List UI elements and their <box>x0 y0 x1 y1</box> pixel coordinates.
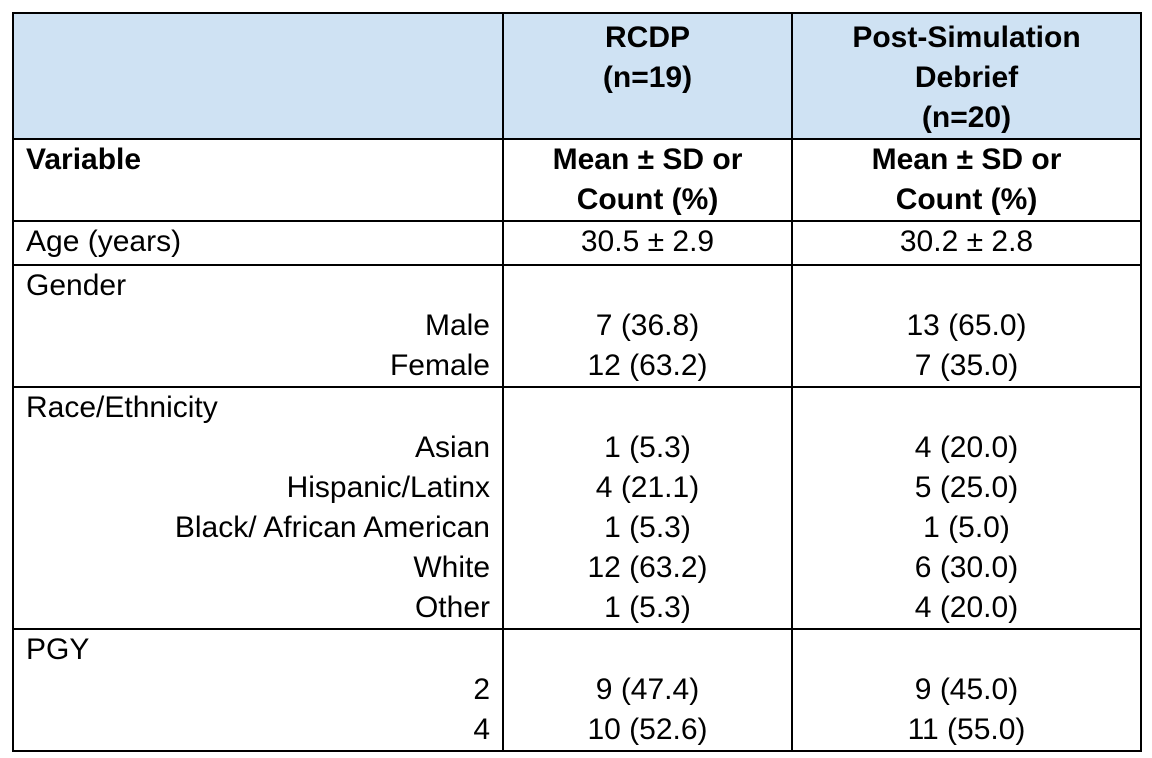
table-row-age: Age (years) 30.5 ± 2.9 30.2 ± 2.8 <box>12 220 1142 266</box>
debrief-value: 1 (5.0) <box>923 511 1010 544</box>
rcdp-value: 30.5 ± 2.9 <box>502 220 793 266</box>
pgy-debrief-values: 9 (45.0) 11 (55.0) <box>791 628 1142 752</box>
group-header-row: RCDP (n=19) Post-Simulation Debrief (n=2… <box>12 12 1142 140</box>
header-blank-cell <box>12 12 504 140</box>
section-label: Gender <box>26 269 127 302</box>
debrief-header-line: (n=20) <box>921 101 1012 134</box>
rcdp-header-line: (n=19) <box>602 61 693 94</box>
table-row-race: Race/Ethnicity Asian Hispanic/Latinx Bla… <box>12 386 1142 630</box>
pgy-labels: PGY 2 4 <box>12 628 504 752</box>
row-label: Hispanic/Latinx <box>286 471 490 504</box>
variable-header-label: Variable <box>26 143 142 176</box>
stat-header-line: Mean ± SD or <box>871 143 1062 176</box>
rcdp-value: 12 (63.2) <box>587 349 708 382</box>
row-label: White <box>413 551 490 584</box>
rcdp-value: 1 (5.3) <box>604 431 691 464</box>
debrief-value: 4 (20.0) <box>914 591 1019 624</box>
rcdp-value: 9 (47.4) <box>595 673 700 706</box>
debrief-group-header: Post-Simulation Debrief (n=20) <box>791 12 1142 140</box>
table-row-gender: Gender Male Female 7 (36.8) 12 (63.2) 13… <box>12 264 1142 388</box>
debrief-value: 13 (65.0) <box>906 309 1027 342</box>
row-label: Male <box>424 309 490 342</box>
row-label: 2 <box>473 673 490 706</box>
race-labels: Race/Ethnicity Asian Hispanic/Latinx Bla… <box>12 386 504 630</box>
column-header-row: Variable Mean ± SD or Count (%) Mean ± S… <box>12 138 1142 222</box>
rcdp-value: 4 (21.1) <box>595 471 700 504</box>
gender-debrief-values: 13 (65.0) 7 (35.0) <box>791 264 1142 388</box>
debrief-value: 6 (30.0) <box>914 551 1019 584</box>
row-label: Black/ African American <box>174 511 490 544</box>
rcdp-header-line: RCDP <box>604 21 690 54</box>
rcdp-value: 1 (5.3) <box>604 511 691 544</box>
race-rcdp-values: 1 (5.3) 4 (21.1) 1 (5.3) 12 (63.2) 1 (5.… <box>502 386 793 630</box>
rcdp-value: 1 (5.3) <box>604 591 691 624</box>
stat-header-line: Count (%) <box>576 183 719 216</box>
row-label: Female <box>389 349 490 382</box>
pgy-rcdp-values: 9 (47.4) 10 (52.6) <box>502 628 793 752</box>
row-label: Age (years) <box>12 220 504 266</box>
variable-header: Variable <box>12 138 504 222</box>
gender-rcdp-values: 7 (36.8) 12 (63.2) <box>502 264 793 388</box>
debrief-value: 11 (55.0) <box>907 713 1026 746</box>
rcdp-value: 10 (52.6) <box>587 713 708 746</box>
rcdp-value: 7 (36.8) <box>595 309 700 342</box>
debrief-value: 30.2 ± 2.8 <box>791 220 1142 266</box>
debrief-value: 5 (25.0) <box>914 471 1019 504</box>
row-label: Asian <box>414 431 490 464</box>
debrief-stat-header: Mean ± SD or Count (%) <box>791 138 1142 222</box>
debrief-value: 7 (35.0) <box>914 349 1019 382</box>
section-label: PGY <box>26 633 90 666</box>
table-row-pgy: PGY 2 4 9 (47.4) 10 (52.6) 9 (45.0) 11 (… <box>12 628 1142 752</box>
rcdp-group-header: RCDP (n=19) <box>502 12 793 140</box>
demographics-table: RCDP (n=19) Post-Simulation Debrief (n=2… <box>12 12 1142 752</box>
race-debrief-values: 4 (20.0) 5 (25.0) 1 (5.0) 6 (30.0) 4 (20… <box>791 386 1142 630</box>
rcdp-stat-header: Mean ± SD or Count (%) <box>502 138 793 222</box>
debrief-value: 9 (45.0) <box>914 673 1019 706</box>
stat-header-line: Mean ± SD or <box>552 143 743 176</box>
row-label: Other <box>414 591 490 624</box>
rcdp-value: 12 (63.2) <box>587 551 708 584</box>
row-label: 4 <box>473 713 490 746</box>
debrief-header-line: Post-Simulation <box>852 21 1081 54</box>
debrief-value: 4 (20.0) <box>914 431 1019 464</box>
stat-header-line: Count (%) <box>895 183 1038 216</box>
section-label: Race/Ethnicity <box>26 391 218 424</box>
debrief-header-line: Debrief <box>914 61 1019 94</box>
gender-labels: Gender Male Female <box>12 264 504 388</box>
